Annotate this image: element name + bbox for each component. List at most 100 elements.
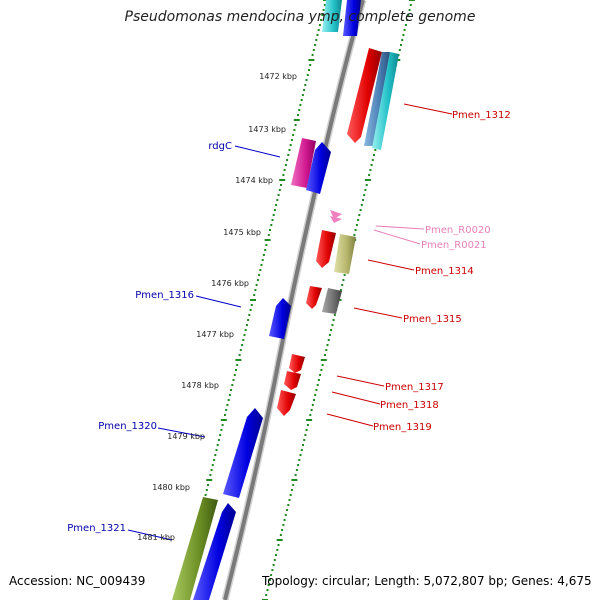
kbp-label-1479: 1479 kbp: [167, 432, 205, 441]
feature-pmen-1321-olive: [172, 497, 218, 600]
feature-pmen-1315-gray: [322, 288, 342, 314]
gene-label-pmen-1321[interactable]: Pmen_1321: [67, 523, 126, 534]
track-tick-minor: [295, 469, 298, 471]
track-tick-minor: [370, 164, 373, 166]
track-tick-minor: [243, 334, 246, 336]
track-tick-minor: [262, 254, 265, 256]
track-tick-minor: [265, 594, 268, 596]
gene-label-pmen-r0021[interactable]: Pmen_R0021: [421, 240, 487, 251]
track-tick-major: [293, 119, 300, 121]
track-tick-minor: [267, 234, 270, 236]
track-tick-minor: [278, 189, 281, 191]
topology-text: Topology: circular; Length: 5,072,807 bp…: [262, 574, 592, 588]
kbp-label-1474: 1474 kbp: [235, 176, 273, 185]
track-tick-minor: [277, 544, 280, 546]
track-tick-minor: [369, 169, 372, 171]
genome-backbone: [221, 0, 367, 600]
track-tick-minor: [304, 84, 307, 86]
track-tick-minor: [268, 579, 271, 581]
track-tick-minor: [321, 364, 324, 366]
track-tick-minor: [288, 149, 291, 151]
track-tick-minor: [273, 209, 276, 211]
track-tick-minor: [300, 99, 303, 101]
kbp-label-1481: 1481 kbp: [137, 533, 175, 542]
track-tick-minor: [317, 379, 320, 381]
feature-rdgc-blue: [306, 142, 331, 194]
kbp-label-1477: 1477 kbp: [196, 330, 234, 339]
track-tick-minor: [245, 324, 248, 326]
track-tick-minor: [286, 159, 289, 161]
gene-label-pmen-1312[interactable]: Pmen_1312: [452, 110, 511, 121]
track-tick-minor: [312, 49, 315, 51]
track-tick-minor: [403, 29, 406, 31]
track-tick-minor: [248, 314, 251, 316]
gene-label-pmen-r0020[interactable]: Pmen_R0020: [425, 225, 491, 236]
track-tick-minor: [300, 449, 303, 451]
track-tick-minor: [279, 534, 282, 536]
track-tick-minor: [321, 14, 324, 16]
gene-label-pmen-1315[interactable]: Pmen_1315: [403, 314, 462, 325]
track-tick-minor: [311, 404, 314, 406]
feature-pmen-1316-blue: [269, 298, 291, 339]
gene-label-pmen-1317[interactable]: Pmen_1317: [385, 382, 444, 393]
track-tick-minor: [332, 319, 335, 321]
track-tick-minor: [313, 399, 315, 401]
track-tick-minor: [244, 329, 247, 331]
track-tick-minor: [365, 184, 368, 186]
track-tick-minor: [303, 439, 306, 441]
track-tick-minor: [303, 89, 306, 91]
feature-pmen-1321-blue: [193, 503, 236, 600]
gene-label-rdgc[interactable]: rdgC: [208, 141, 232, 152]
track-tick-minor: [264, 249, 267, 251]
track-tick-minor: [290, 489, 293, 491]
track-tick-minor: [270, 574, 273, 576]
track-tick-minor: [331, 324, 334, 326]
track-tick-minor: [362, 199, 364, 201]
track-tick-minor: [408, 9, 411, 11]
track-tick-minor: [314, 394, 317, 396]
track-tick-minor: [327, 339, 330, 341]
feature-pmen-1312-red: [347, 48, 382, 143]
gene-label-pmen-1318[interactable]: Pmen_1318: [380, 400, 439, 411]
gene-label-pmen-1319[interactable]: Pmen_1319: [373, 422, 432, 433]
track-tick-minor: [341, 284, 344, 286]
gene-label-pmen-1316[interactable]: Pmen_1316: [135, 290, 194, 301]
track-tick-minor: [250, 304, 253, 306]
track-tick-minor: [319, 374, 322, 376]
track-tick-minor: [217, 439, 220, 441]
track-tick-minor: [214, 454, 217, 456]
track-tick-minor: [270, 224, 273, 226]
track-tick-minor: [266, 589, 269, 591]
track-tick-minor: [282, 174, 285, 176]
track-tick-minor: [328, 334, 331, 336]
track-tick-major: [320, 359, 327, 361]
track-tick-minor: [343, 274, 346, 276]
track-tick-minor: [294, 124, 297, 126]
track-tick-minor: [213, 459, 216, 461]
track-tick-minor: [242, 339, 245, 341]
gene-label-pmen-1314[interactable]: Pmen_1314: [415, 266, 474, 277]
track-tick-minor: [292, 484, 295, 486]
track-tick-minor: [254, 289, 257, 291]
feature-pmen-1320-blue: [223, 408, 263, 498]
track-tick-minor: [209, 474, 212, 476]
track-tick-minor: [299, 454, 302, 456]
track-tick-minor: [297, 464, 300, 466]
track-tick-minor: [238, 354, 241, 356]
track-tick-minor: [320, 19, 323, 21]
track-tick-minor: [205, 489, 208, 491]
track-tick-minor: [407, 14, 410, 16]
track-tick-minor: [286, 509, 289, 511]
track-tick-minor: [363, 194, 366, 196]
track-tick-minor: [284, 514, 287, 516]
track-tick-minor: [401, 39, 404, 41]
track-tick-minor: [247, 319, 250, 321]
feature-pmen-1312-cyan: [372, 52, 399, 150]
gene-label-pmen-1320[interactable]: Pmen_1320: [98, 421, 157, 432]
feature-pmen-1315-red: [306, 286, 322, 309]
track-tick-minor: [355, 224, 358, 226]
track-tick-minor: [333, 314, 336, 316]
track-tick-minor: [316, 34, 319, 36]
track-tick-minor: [315, 39, 318, 41]
